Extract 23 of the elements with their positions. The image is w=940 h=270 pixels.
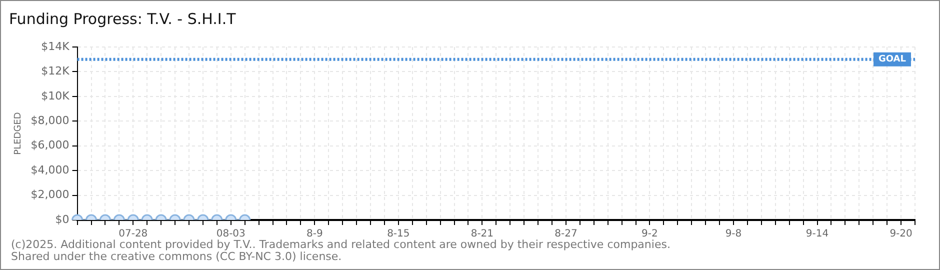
x-tick-label: 08-03 [216, 228, 246, 240]
x-tick-label: 9-14 [806, 228, 829, 240]
x-tick-label: 9-2 [642, 228, 658, 240]
x-tick-label: 8-15 [387, 228, 410, 240]
chart-title: Funding Progress: T.V. - S.H.I.T [9, 10, 237, 28]
x-tick-label: 8-21 [470, 228, 494, 240]
ref-line-label: GOAL [878, 54, 906, 65]
x-tick-label: 9-20 [890, 228, 912, 240]
y-tick-label: $14K [41, 40, 70, 53]
x-tick-label: 9-8 [725, 228, 742, 240]
y-tick-label: $0 [55, 212, 70, 226]
y-tick-label: $8,000 [30, 114, 70, 127]
x-tick-label: 8-27 [554, 228, 578, 240]
y-tick-label: $4,000 [30, 163, 70, 176]
y-tick-label: $2,000 [30, 188, 70, 202]
y-tick-label: $12K [41, 64, 70, 78]
y-tick-label: $10K [41, 89, 70, 102]
text: (c)2025. Additional content provided by T.V.. Trademarks and related content are owned by their respective companies. [11, 238, 670, 251]
y-tick-label: $6,000 [30, 138, 70, 152]
y-axis-title: PLEDGED [14, 112, 24, 155]
text: Shared under the creative commons (CC BY-NC 3.0) license. [11, 250, 342, 263]
x-tick-label: 07-28 [118, 228, 148, 240]
x-tick-label: 8-9 [306, 228, 323, 240]
